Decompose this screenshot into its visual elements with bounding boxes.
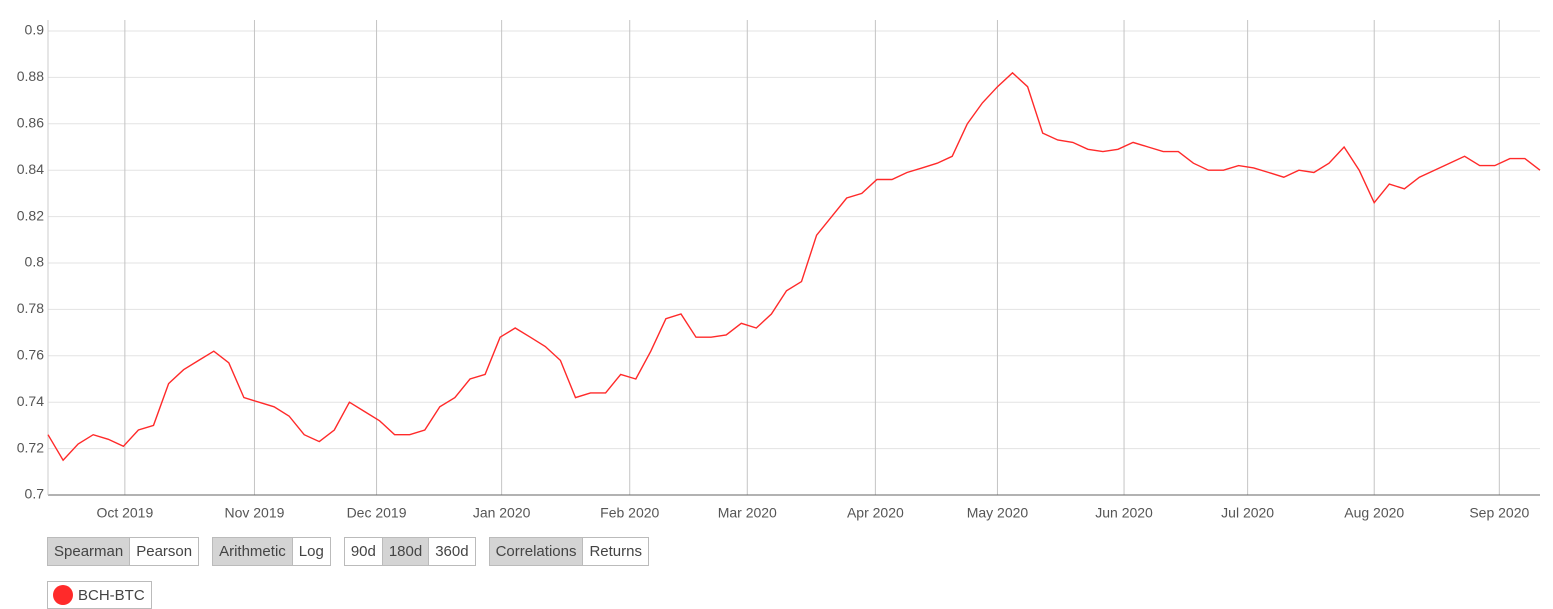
toggle-button[interactable]: Correlations xyxy=(489,538,583,565)
y-tick-label: 0.78 xyxy=(17,300,44,316)
x-tick-label: Nov 2019 xyxy=(224,505,284,521)
chart: 0.7 0.72 0.74 0.76 0.78 0.8 0.82 0.84 0.86 0.88 0.… xyxy=(17,20,1541,521)
x-tick-label: Aug 2020 xyxy=(1344,505,1404,521)
button-group: 90d 180d 360d xyxy=(343,537,476,566)
y-tick-label: 0.8 xyxy=(25,254,45,270)
x-tick-label: Mar 2020 xyxy=(718,505,777,521)
x-tick-label: Feb 2020 xyxy=(600,505,659,521)
button-group: Arithmetic Log xyxy=(212,537,331,566)
toggle-button[interactable]: Returns xyxy=(582,538,648,565)
y-tick-label: 0.82 xyxy=(17,207,44,223)
x-tick-label: Apr 2020 xyxy=(847,505,904,521)
controls: Spearman Pearson Arithmetic Log 90d 180d 360d C… xyxy=(47,537,649,566)
toggle-button[interactable]: Pearson xyxy=(129,538,199,565)
x-tick-label: May 2020 xyxy=(967,505,1029,521)
x-tick-label: Jun 2020 xyxy=(1095,505,1153,521)
toggle-button[interactable]: 360d xyxy=(428,538,475,565)
y-tick-label: 0.84 xyxy=(17,161,44,177)
x-tick-label: Sep 2020 xyxy=(1469,505,1529,521)
y-tick-label: 0.7 xyxy=(25,486,45,502)
button-group: Spearman Pearson xyxy=(47,537,200,566)
x-tick-label: Oct 2019 xyxy=(96,505,153,521)
y-tick-label: 0.88 xyxy=(17,68,44,84)
line-series xyxy=(47,71,1541,462)
y-tick-label: 0.76 xyxy=(17,347,44,363)
x-tick-label: Jul 2020 xyxy=(1221,505,1274,521)
toggle-button[interactable]: Log xyxy=(291,538,330,565)
y-tick-label: 0.9 xyxy=(25,22,45,38)
legend-swatch xyxy=(53,585,73,605)
toggle-button[interactable]: 180d xyxy=(381,538,429,565)
y-tick-label: 0.86 xyxy=(17,115,44,131)
y-tick-label: 0.72 xyxy=(17,439,44,455)
x-tick-label: Dec 2019 xyxy=(347,505,407,521)
legend[interactable]: BCH-BTC xyxy=(47,581,152,609)
toggle-button[interactable]: Arithmetic xyxy=(213,538,292,565)
toggle-button[interactable]: 90d xyxy=(344,538,382,565)
button-group: Correlations Returns xyxy=(488,537,649,566)
toggle-button[interactable]: Spearman xyxy=(48,538,130,565)
legend-label: BCH-BTC xyxy=(78,586,145,604)
y-tick-label: 0.74 xyxy=(17,393,44,409)
x-tick-label: Jan 2020 xyxy=(473,505,531,521)
